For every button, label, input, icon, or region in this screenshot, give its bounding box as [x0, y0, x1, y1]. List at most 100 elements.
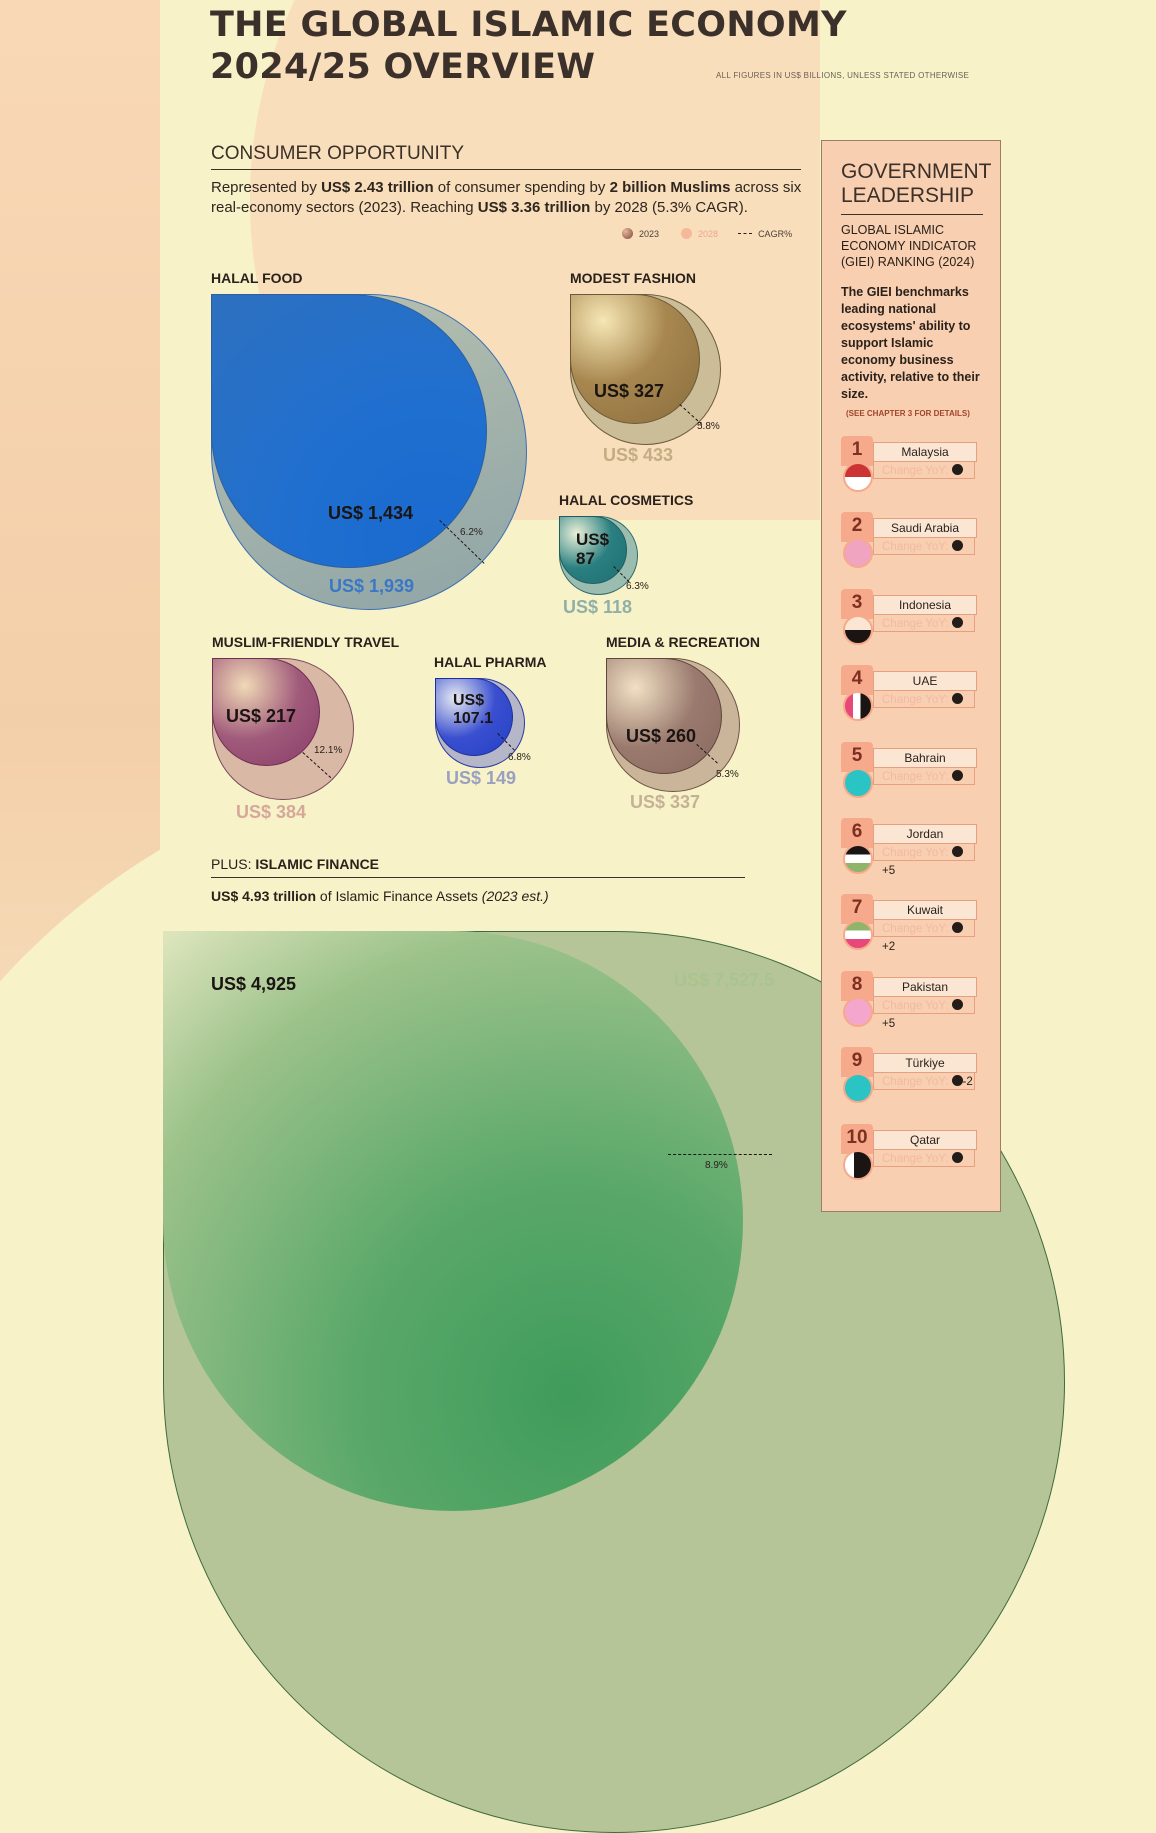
rank-number: 3: [841, 588, 873, 619]
ranking-row: 4 UAE Change YoY:: [841, 665, 981, 722]
change-yoy-label: Change YoY:: [882, 617, 949, 630]
change-yoy-value: [951, 693, 963, 706]
finance-subtitle-est: (2023 est.): [481, 888, 549, 904]
page-title-line2: 2024/25 OVERVIEW: [210, 47, 596, 87]
intro-text: Represented by: [211, 179, 322, 196]
giei-description: The GIEI benchmarks leading national eco…: [841, 285, 980, 401]
finance-subtitle-text: of Islamic Finance Assets: [316, 888, 482, 904]
country-name: Türkiye: [873, 1053, 977, 1074]
no-change-icon: [951, 769, 963, 781]
media-label: MEDIA & RECREATION: [606, 634, 760, 650]
finance-2023-shape: [163, 931, 743, 1511]
modest-fashion-2023-shape: [570, 294, 700, 424]
change-yoy: Change YoY:: [873, 613, 975, 632]
country-flag-icon: [843, 844, 873, 874]
ranking-row: 5 Bahrain Change YoY:: [841, 741, 981, 798]
finance-subtitle: US$ 4.93 trillion of Islamic Finance Ass…: [211, 888, 549, 904]
rank-number: 9: [841, 1047, 873, 1078]
change-yoy-value: [951, 1151, 963, 1165]
giei-subtitle: GLOBAL ISLAMIC ECONOMY INDICATOR (GIEI) …: [841, 223, 977, 269]
ranking-row: 9 Türkiye Change YoY: -2: [841, 1047, 981, 1104]
finance-cagr-line: [668, 1154, 772, 1155]
legend-cagr-line: [738, 233, 753, 234]
country-flag-icon: [843, 996, 873, 1027]
country-flag-icon: [843, 1073, 873, 1104]
change-yoy-label: Change YoY:: [882, 923, 949, 936]
halal-food-cagr: 6.2%: [460, 527, 483, 538]
legend-cagr-label: CAGR%: [758, 228, 793, 239]
country-name: Saudi Arabia: [873, 518, 977, 539]
legend-2028-dot: [681, 228, 693, 239]
country-name: Qatar: [873, 1129, 977, 1150]
country-name: Pakistan: [873, 976, 977, 997]
government-title: GOVERNMENT LEADERSHIP: [841, 160, 992, 215]
consumer-heading: CONSUMER OPPORTUNITY: [211, 143, 801, 170]
page-title-line1: THE GLOBAL ISLAMIC ECONOMY: [210, 5, 847, 45]
change-amount: -2: [962, 1076, 973, 1089]
halal-cosmetics-2023-value: US$ 87: [576, 530, 609, 568]
change-yoy-value: -2: [951, 1075, 973, 1089]
halal-pharma-2028-value: US$ 149: [446, 768, 517, 788]
change-yoy-value: +5: [882, 846, 963, 877]
legend-2023-dot: [622, 228, 633, 239]
no-change-icon: [951, 464, 963, 475]
change-yoy: Change YoY:: [873, 461, 975, 479]
media-cagr: 5.3%: [716, 769, 739, 780]
country-name: Kuwait: [873, 900, 977, 921]
modest-fashion-2023-value: US$ 327: [594, 381, 665, 401]
change-amount: +5: [882, 1017, 896, 1030]
change-yoy-value: [951, 540, 963, 553]
halal-pharma-2023-currency: US$: [453, 692, 485, 709]
ranking-row: 2 Saudi Arabia Change YoY:: [841, 512, 981, 569]
travel-cagr: 12.1%: [314, 745, 343, 756]
change-yoy: Change YoY: +5: [873, 995, 975, 1030]
change-yoy: Change YoY: -2: [873, 1072, 975, 1091]
ranking-row: 10 Qatar Change YoY:: [841, 1123, 981, 1180]
rank-number: 8: [841, 970, 873, 1001]
no-change-icon: [951, 540, 963, 552]
rank-number: 5: [841, 741, 873, 772]
halal-pharma-cagr: 6.8%: [508, 752, 531, 763]
finance-assets: US$ 4.93 trillion: [211, 888, 317, 904]
country-flag-icon: [843, 538, 873, 569]
arrow-up-icon: [951, 998, 963, 1010]
country-flag-icon: [843, 920, 873, 951]
country-name: Indonesia: [873, 594, 977, 615]
change-yoy-value: +2: [882, 922, 963, 954]
no-change-icon: [951, 1151, 963, 1163]
intro-text: across six real-economy sectors (2023). …: [211, 179, 802, 216]
change-yoy-label: Change YoY:: [882, 541, 949, 554]
country-flag-icon: [843, 1149, 873, 1180]
change-amount: +2: [882, 941, 896, 954]
finance-heading: PLUS: ISLAMIC FINANCE: [211, 856, 745, 878]
ranking-row: 6 Jordan Change YoY: +5: [841, 818, 981, 877]
halal-cosmetics-label: HALAL COSMETICS: [559, 492, 694, 508]
country-name: Malaysia: [873, 442, 977, 462]
intro-forecast: US$ 3.36 trillion: [477, 199, 591, 216]
change-yoy-label: Change YoY:: [882, 694, 949, 707]
halal-food-label: HALAL FOOD: [211, 270, 303, 286]
finance-heading-prefix: PLUS:: [211, 856, 256, 872]
halal-cosmetics-2028-value: US$ 118: [563, 597, 633, 617]
country-name: Bahrain: [873, 747, 977, 768]
halal-pharma-2023-amount: 107.1: [453, 710, 494, 727]
consumer-intro: Represented by US$ 2.43 trillion of cons…: [211, 178, 811, 218]
rank-number: 10: [841, 1123, 873, 1154]
modest-fashion-cagr: 5.8%: [697, 421, 720, 432]
chapter-note: (SEE CHAPTER 3 FOR DETAILS): [846, 409, 970, 418]
change-yoy-value: +5: [882, 998, 963, 1030]
halal-pharma-2023-shape: [435, 678, 513, 756]
change-yoy: Change YoY:: [873, 766, 975, 785]
ranking-row: 7 Kuwait Change YoY: +2: [841, 894, 981, 954]
country-flag-icon: [843, 767, 873, 798]
change-yoy-label: Change YoY:: [882, 1076, 949, 1089]
background-peach-band: [0, 0, 160, 1200]
change-yoy-label: Change YoY:: [882, 847, 949, 859]
finance-2023-value: US$ 4,925: [211, 974, 297, 994]
country-name: Jordan: [873, 824, 977, 844]
halal-cosmetics-2023-shape: [559, 516, 627, 584]
change-yoy: Change YoY:: [873, 537, 975, 556]
media-2028-value: US$ 337: [630, 792, 701, 812]
page-title: THE GLOBAL ISLAMIC ECONOMY 2024/25 OVERV…: [210, 4, 847, 88]
arrow-down-icon: [951, 1075, 963, 1087]
